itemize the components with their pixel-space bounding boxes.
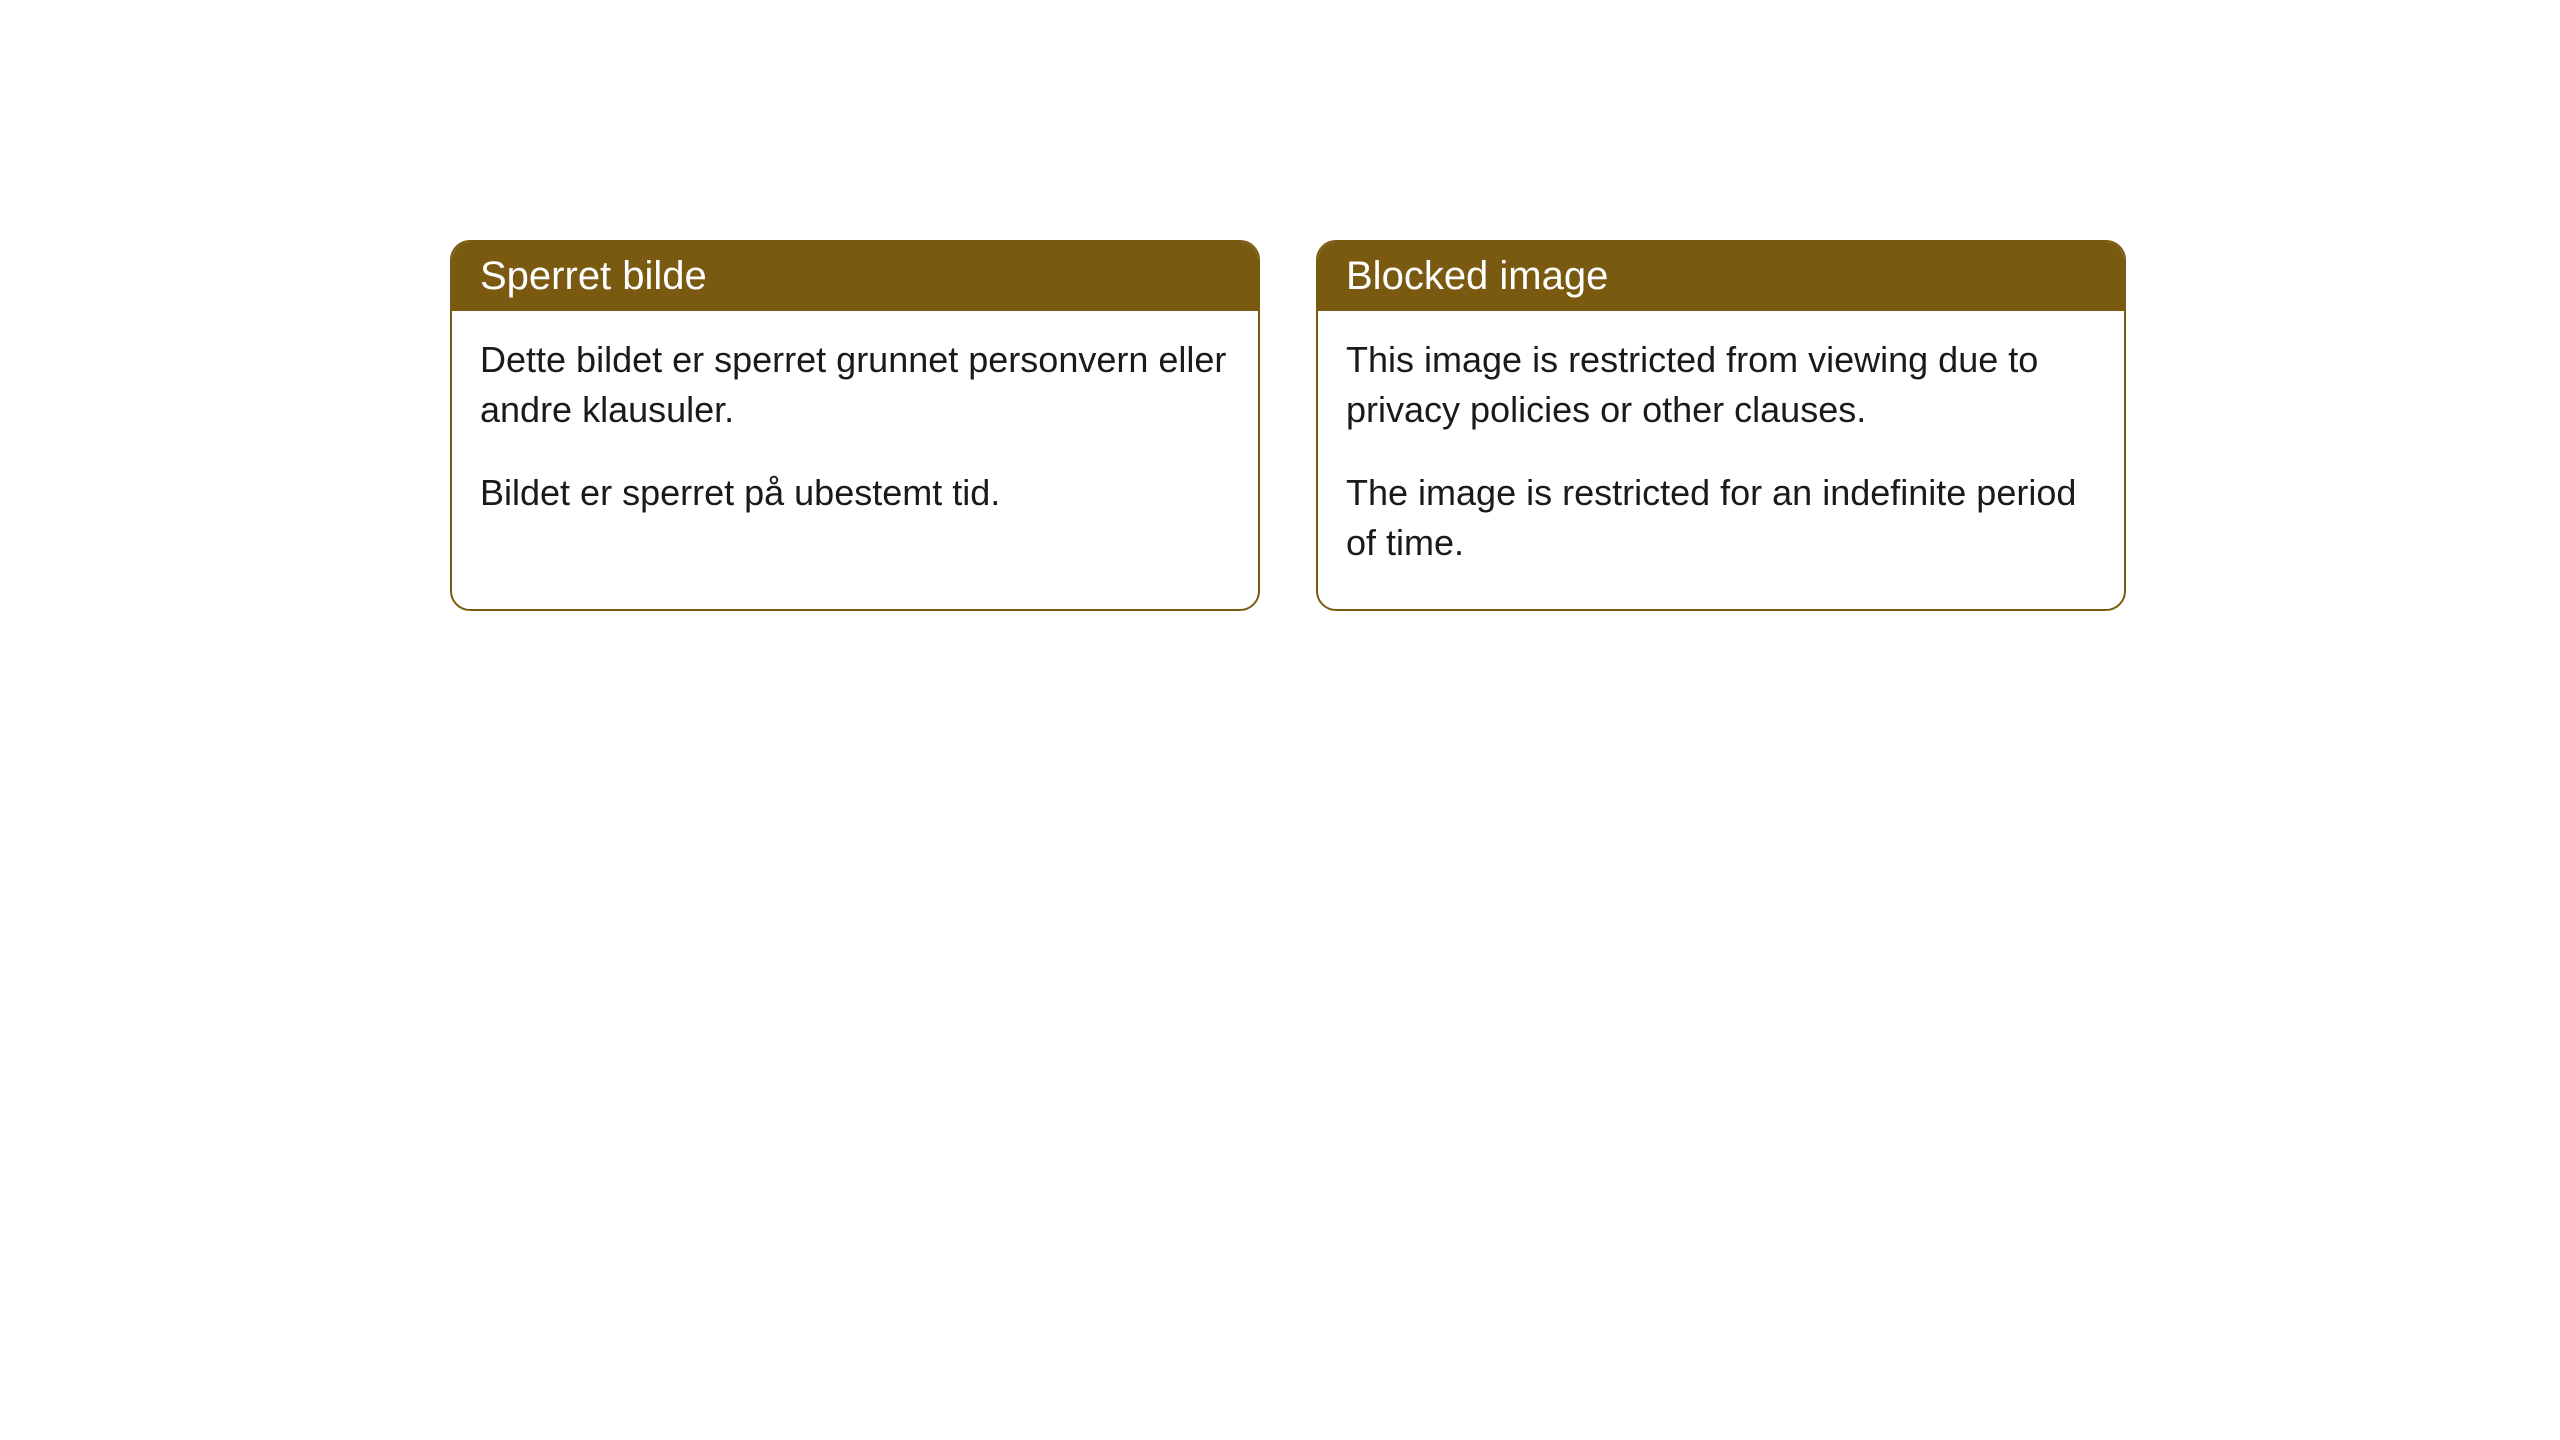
card-body-english: This image is restricted from viewing du… (1318, 311, 2124, 609)
card-header-norwegian: Sperret bilde (452, 242, 1258, 311)
card-title: Sperret bilde (480, 254, 707, 298)
notice-paragraph: The image is restricted for an indefinit… (1346, 468, 2096, 569)
card-body-norwegian: Dette bildet er sperret grunnet personve… (452, 311, 1258, 558)
card-header-english: Blocked image (1318, 242, 2124, 311)
card-title: Blocked image (1346, 254, 1608, 298)
notice-cards-container: Sperret bilde Dette bildet er sperret gr… (450, 240, 2126, 611)
notice-paragraph: Dette bildet er sperret grunnet personve… (480, 335, 1230, 436)
notice-card-english: Blocked image This image is restricted f… (1316, 240, 2126, 611)
notice-paragraph: This image is restricted from viewing du… (1346, 335, 2096, 436)
notice-card-norwegian: Sperret bilde Dette bildet er sperret gr… (450, 240, 1260, 611)
notice-paragraph: Bildet er sperret på ubestemt tid. (480, 468, 1230, 518)
